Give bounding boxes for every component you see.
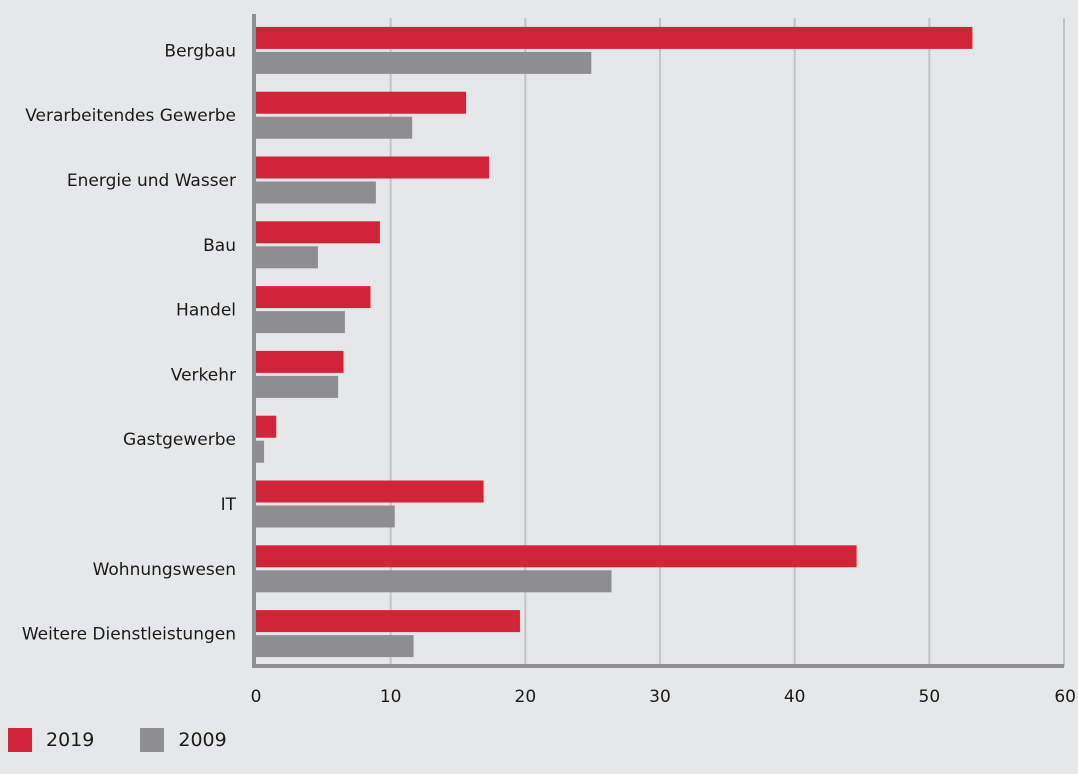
x-tick-label-50: 50 bbox=[919, 687, 941, 707]
legend-swatch-2019 bbox=[8, 728, 32, 752]
bar-2019-4 bbox=[256, 286, 371, 309]
category-label-5: Verkehr bbox=[171, 365, 236, 385]
category-label-1: Verarbeitendes Gewerbe bbox=[25, 106, 236, 126]
x-tick-label-20: 20 bbox=[515, 687, 537, 707]
bar-2009-9 bbox=[256, 635, 414, 658]
x-tick-labels: 0 10 20 30 40 50 60 bbox=[251, 687, 1076, 707]
x-tick-label-40: 40 bbox=[784, 687, 806, 707]
bar-2019-9 bbox=[256, 610, 520, 633]
category-label-3: Bau bbox=[203, 236, 236, 256]
bar-2009-3 bbox=[256, 246, 318, 269]
category-label-9: Weitere Dienstleistungen bbox=[22, 625, 236, 645]
bar-2009-6 bbox=[256, 440, 265, 463]
bar-2009-2 bbox=[256, 181, 376, 204]
legend-swatch-2009 bbox=[140, 728, 165, 752]
bar-2019-1 bbox=[256, 91, 467, 114]
bar-2009-1 bbox=[256, 116, 413, 139]
bar-2019-8 bbox=[256, 545, 857, 568]
bar-2009-4 bbox=[256, 311, 345, 334]
legend-label-2019: 2019 bbox=[46, 729, 95, 751]
bar-2019-7 bbox=[256, 480, 484, 503]
x-tick-label-10: 10 bbox=[380, 687, 402, 707]
category-label-0: Bergbau bbox=[164, 41, 236, 61]
bars bbox=[256, 26, 973, 658]
bar-2009-0 bbox=[256, 51, 592, 74]
bar-2019-0 bbox=[256, 26, 973, 49]
bar-2019-5 bbox=[256, 350, 344, 373]
bar-2019-2 bbox=[256, 156, 489, 179]
bar-2019-3 bbox=[256, 221, 380, 244]
legend: 2019 2009 bbox=[8, 728, 227, 752]
category-label-8: Wohnungswesen bbox=[93, 560, 236, 580]
category-label-6: Gastgewerbe bbox=[123, 430, 236, 450]
x-tick-label-0: 0 bbox=[251, 687, 262, 707]
legend-item-2009: 2009 bbox=[140, 728, 227, 752]
x-tick-label-60: 60 bbox=[1054, 687, 1076, 707]
x-tick-label-30: 30 bbox=[649, 687, 671, 707]
bar-chart: Bergbau Verarbeitendes Gewerbe Energie und… bbox=[22, 14, 1076, 707]
bar-2009-8 bbox=[256, 570, 612, 593]
bar-2019-6 bbox=[256, 415, 277, 438]
category-label-7: IT bbox=[221, 495, 237, 515]
bar-2009-7 bbox=[256, 505, 395, 528]
gridlines bbox=[389, 18, 1065, 666]
bar-2009-5 bbox=[256, 375, 339, 398]
category-label-4: Handel bbox=[176, 301, 236, 321]
legend-label-2009: 2009 bbox=[178, 729, 227, 751]
category-labels: Bergbau Verarbeitendes Gewerbe Energie und… bbox=[22, 41, 237, 644]
legend-item-2019: 2019 bbox=[8, 728, 94, 752]
category-label-2: Energie und Wasser bbox=[67, 171, 236, 191]
